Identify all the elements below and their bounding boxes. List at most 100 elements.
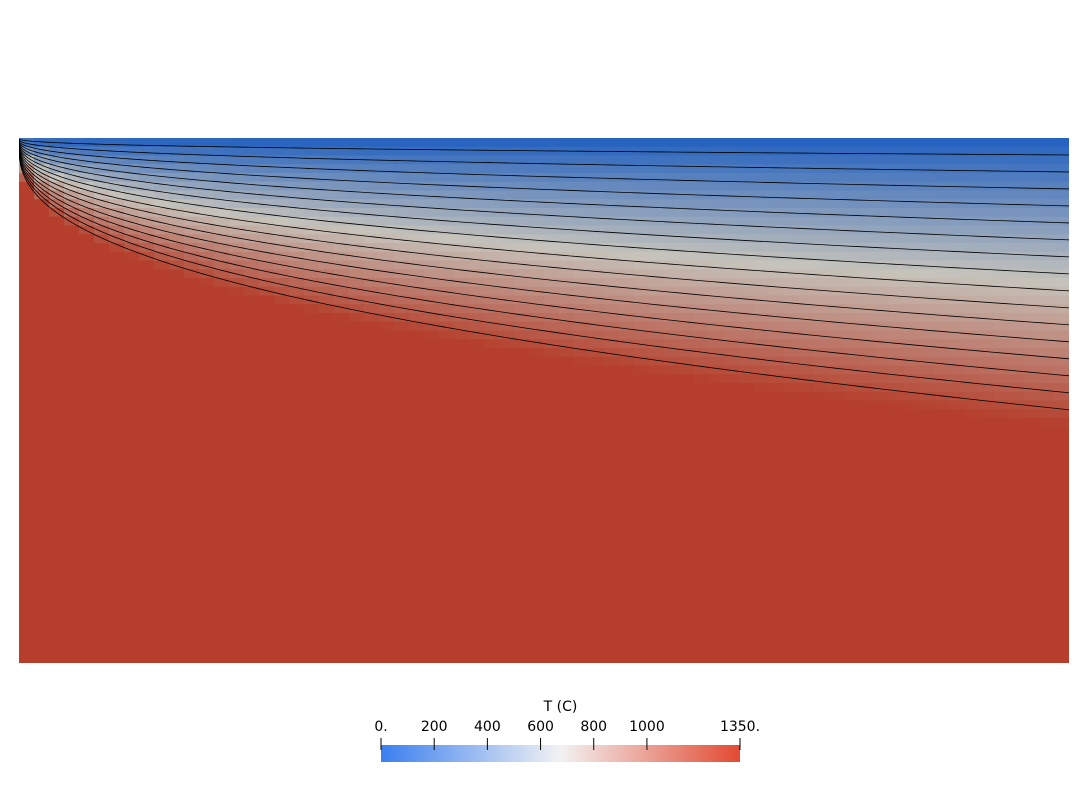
field-cell [379,418,395,428]
field-cell [469,286,485,297]
field-cell [379,251,395,262]
field-cell [949,199,965,209]
field-cell [739,138,755,148]
field-cell [409,216,425,227]
field-cell [94,321,110,332]
field-cell [904,374,920,384]
field-cell [604,461,620,472]
field-cell [829,418,845,428]
field-cell [244,610,260,620]
field-cell [739,610,755,620]
field-cell [244,505,260,515]
field-cell [469,251,485,262]
field-cell [379,558,395,568]
field-cell [199,365,215,375]
field-cell [919,645,935,655]
field-cell [409,146,425,157]
field-cell [424,164,440,174]
field-cell [34,575,50,585]
field-cell [454,636,470,647]
field-cell [454,479,470,489]
field-cell [559,601,575,612]
field-cell [469,356,485,367]
field-cell [244,549,260,559]
field-cell [289,260,305,270]
field-cell [64,321,80,332]
field-cell [949,435,965,445]
field-cell [304,593,320,603]
field-cell [379,645,395,655]
field-cell [964,278,980,288]
field-cell [709,479,725,489]
field-cell [814,654,830,663]
field-cell [1039,645,1055,655]
field-cell [94,470,110,480]
field-cell [889,295,905,305]
field-cell [724,566,740,577]
field-cell [634,523,650,533]
field-cell [154,575,170,585]
field-cell [184,348,200,358]
field-cell [94,505,110,515]
field-cell [679,566,695,577]
field-cell [244,470,260,480]
field-cell [739,199,755,209]
field-cell [319,234,335,244]
field-cell [379,304,395,314]
field-cell [169,321,185,332]
field-cell [79,216,95,227]
field-cell [754,374,770,384]
field-cell [964,496,980,507]
field-cell [859,461,875,472]
field-cell [109,234,125,244]
field-cell [289,628,305,638]
field-cell [694,356,710,367]
field-cell [379,566,395,577]
field-cell [454,558,470,568]
field-cell [844,453,860,463]
field-cell [139,190,155,200]
field-cell [259,628,275,638]
field-cell [724,514,740,524]
field-cell [244,540,260,550]
field-cell [469,566,485,577]
field-cell [214,269,230,279]
field-cell [259,479,275,489]
field-cell [319,558,335,568]
field-cell [469,540,485,550]
field-cell [604,654,620,663]
field-cell [904,286,920,297]
field-cell [469,558,485,568]
field-cell [169,313,185,323]
field-cell [439,549,455,559]
field-cell [664,479,680,489]
field-cell [604,601,620,612]
field-cell [514,260,530,270]
field-cell [874,330,890,340]
field-cell [604,348,620,358]
field-cell [649,461,665,472]
field-cell [394,453,410,463]
field-cell [184,365,200,375]
field-cell [589,549,605,559]
field-cell [514,400,530,410]
field-cell [919,470,935,480]
field-cell [409,304,425,314]
field-cell [349,496,365,507]
field-cell [964,330,980,340]
field-cell [484,146,500,157]
field-cell [349,558,365,568]
field-cell [544,610,560,620]
field-cell [124,330,140,340]
field-cell [694,558,710,568]
field-cell [319,523,335,533]
field-cell [274,286,290,297]
field-cell [964,531,980,542]
field-cell [949,374,965,384]
field-cell [64,208,80,218]
field-cell [334,453,350,463]
field-cell [934,593,950,603]
field-cell [619,409,635,419]
field-cell [109,461,125,472]
field-cell [364,601,380,612]
